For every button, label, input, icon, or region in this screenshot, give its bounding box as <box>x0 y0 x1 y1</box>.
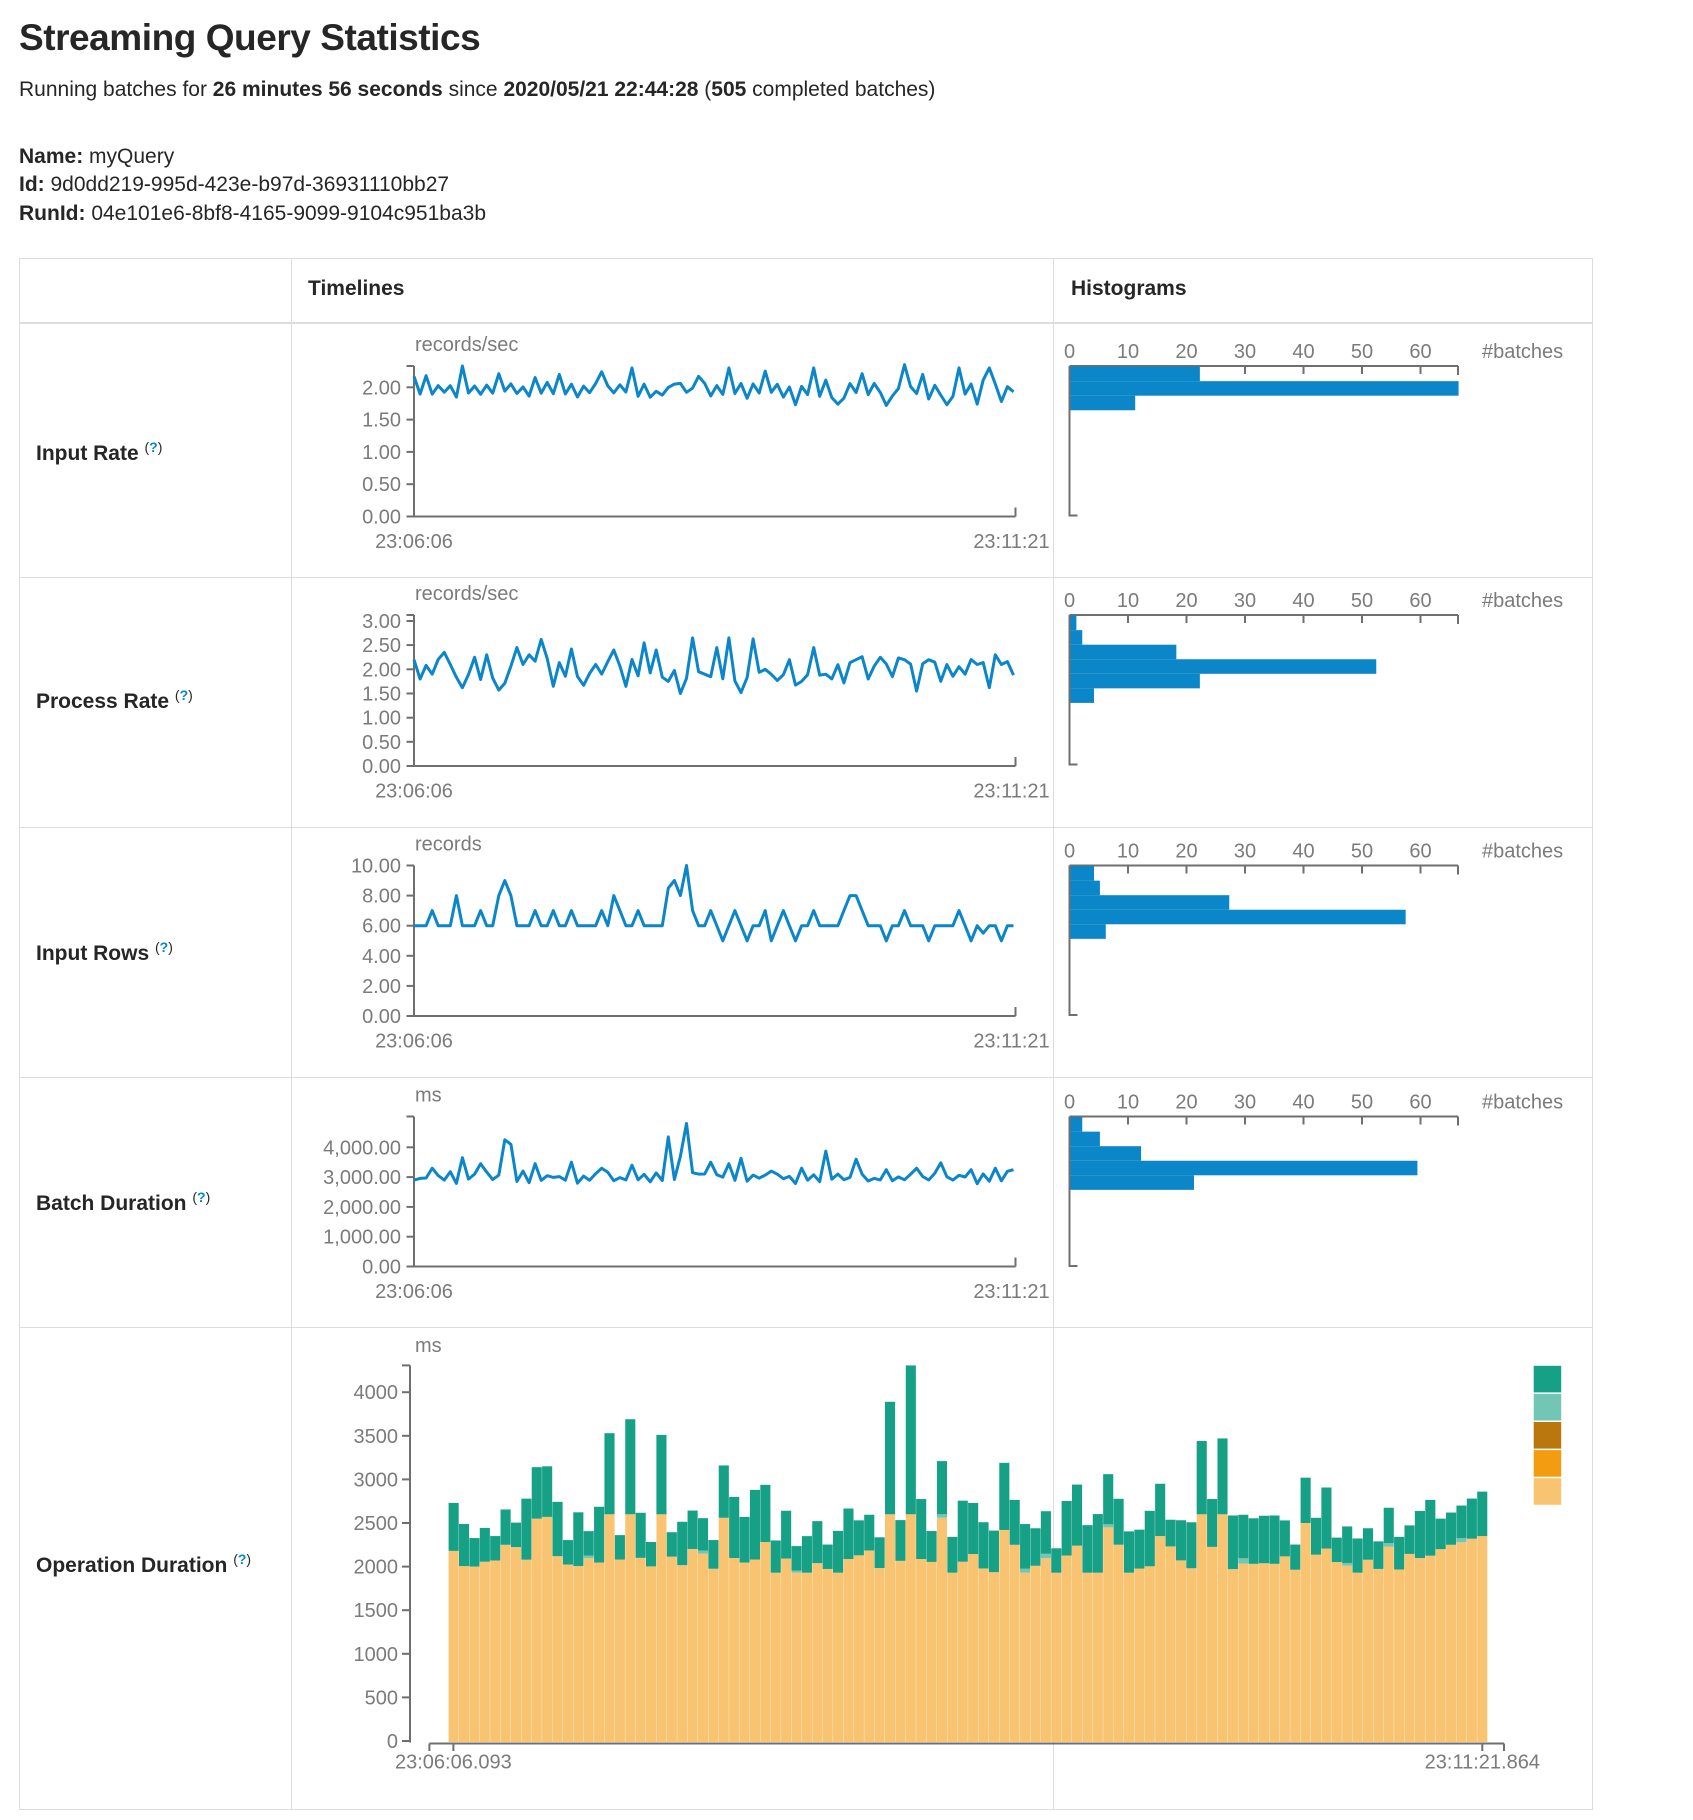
svg-text:0: 0 <box>387 1731 398 1753</box>
svg-text:23:11:21: 23:11:21 <box>973 531 1049 553</box>
svg-text:30: 30 <box>1234 590 1256 612</box>
svg-text:50: 50 <box>1351 590 1373 612</box>
svg-text:records/sec: records/sec <box>415 583 518 605</box>
svg-text:6.00: 6.00 <box>362 916 401 938</box>
svg-text:1,000.00: 1,000.00 <box>323 1227 401 1249</box>
svg-text:20: 20 <box>1175 341 1197 363</box>
svg-text:60: 60 <box>1409 1092 1431 1114</box>
svg-text:20: 20 <box>1175 590 1197 612</box>
svg-text:60: 60 <box>1409 590 1431 612</box>
svg-text:records: records <box>415 834 482 856</box>
svg-text:2.50: 2.50 <box>362 635 401 657</box>
svg-text:40: 40 <box>1292 1092 1314 1114</box>
svg-text:0.00: 0.00 <box>362 756 401 778</box>
svg-text:2.00: 2.00 <box>362 976 401 998</box>
svg-text:10: 10 <box>1117 341 1139 363</box>
svg-text:2000: 2000 <box>354 1557 399 1579</box>
svg-text:3000: 3000 <box>354 1469 399 1491</box>
svg-text:3.00: 3.00 <box>362 611 401 633</box>
svg-text:0.50: 0.50 <box>362 732 401 754</box>
svg-text:0: 0 <box>1064 1092 1075 1114</box>
svg-text:3,000.00: 3,000.00 <box>323 1167 401 1189</box>
svg-text:10: 10 <box>1117 590 1139 612</box>
svg-text:30: 30 <box>1234 841 1256 863</box>
svg-text:3500: 3500 <box>354 1426 399 1448</box>
svg-text:0: 0 <box>1064 590 1075 612</box>
svg-text:23:06:06: 23:06:06 <box>375 531 453 553</box>
svg-text:2.00: 2.00 <box>362 659 401 681</box>
svg-text:2500: 2500 <box>354 1513 399 1535</box>
svg-text:8.00: 8.00 <box>362 886 401 908</box>
svg-text:20: 20 <box>1175 1092 1197 1114</box>
svg-text:4.00: 4.00 <box>362 946 401 968</box>
svg-text:records/sec: records/sec <box>415 334 518 356</box>
svg-text:23:11:21: 23:11:21 <box>973 1281 1049 1303</box>
svg-text:10: 10 <box>1117 1092 1139 1114</box>
svg-text:10: 10 <box>1117 841 1139 863</box>
svg-text:60: 60 <box>1409 341 1431 363</box>
svg-text:50: 50 <box>1351 341 1373 363</box>
svg-text:0.50: 0.50 <box>362 474 401 496</box>
svg-text:0: 0 <box>1064 341 1075 363</box>
svg-text:40: 40 <box>1292 341 1314 363</box>
svg-text:30: 30 <box>1234 1092 1256 1114</box>
svg-text:1.50: 1.50 <box>362 684 401 706</box>
svg-text:50: 50 <box>1351 1092 1373 1114</box>
svg-text:60: 60 <box>1409 841 1431 863</box>
svg-text:0.00: 0.00 <box>362 507 401 529</box>
svg-text:4000: 4000 <box>354 1382 399 1404</box>
svg-text:30: 30 <box>1234 341 1256 363</box>
svg-text:0.00: 0.00 <box>362 1006 401 1028</box>
svg-text:40: 40 <box>1292 841 1314 863</box>
svg-text:ms: ms <box>415 1335 442 1357</box>
svg-text:50: 50 <box>1351 841 1373 863</box>
svg-text:20: 20 <box>1175 841 1197 863</box>
svg-text:#batches: #batches <box>1482 1092 1563 1114</box>
svg-text:500: 500 <box>365 1687 398 1709</box>
svg-text:23:06:06: 23:06:06 <box>375 781 453 803</box>
svg-text:0: 0 <box>1064 841 1075 863</box>
svg-text:23:11:21: 23:11:21 <box>973 781 1049 803</box>
svg-text:0.00: 0.00 <box>362 1257 401 1279</box>
svg-text:23:11:21: 23:11:21 <box>973 1031 1049 1053</box>
svg-text:23:06:06.093: 23:06:06.093 <box>395 1752 512 1774</box>
svg-text:1.00: 1.00 <box>362 708 401 730</box>
svg-text:1.50: 1.50 <box>362 410 401 432</box>
svg-text:1000: 1000 <box>354 1644 399 1666</box>
svg-text:ms: ms <box>415 1085 442 1107</box>
svg-text:1.00: 1.00 <box>362 442 401 464</box>
svg-text:23:06:06: 23:06:06 <box>375 1281 453 1303</box>
svg-text:2.00: 2.00 <box>362 377 401 399</box>
svg-text:40: 40 <box>1292 590 1314 612</box>
svg-text:#batches: #batches <box>1482 590 1563 612</box>
svg-text:#batches: #batches <box>1482 341 1563 363</box>
svg-text:1500: 1500 <box>354 1600 399 1622</box>
svg-text:#batches: #batches <box>1482 841 1563 863</box>
svg-text:23:11:21.864: 23:11:21.864 <box>1425 1752 1540 1774</box>
svg-text:23:06:06: 23:06:06 <box>375 1031 453 1053</box>
svg-text:4,000.00: 4,000.00 <box>323 1137 401 1159</box>
svg-text:10.00: 10.00 <box>351 856 401 878</box>
svg-text:2,000.00: 2,000.00 <box>323 1197 401 1219</box>
